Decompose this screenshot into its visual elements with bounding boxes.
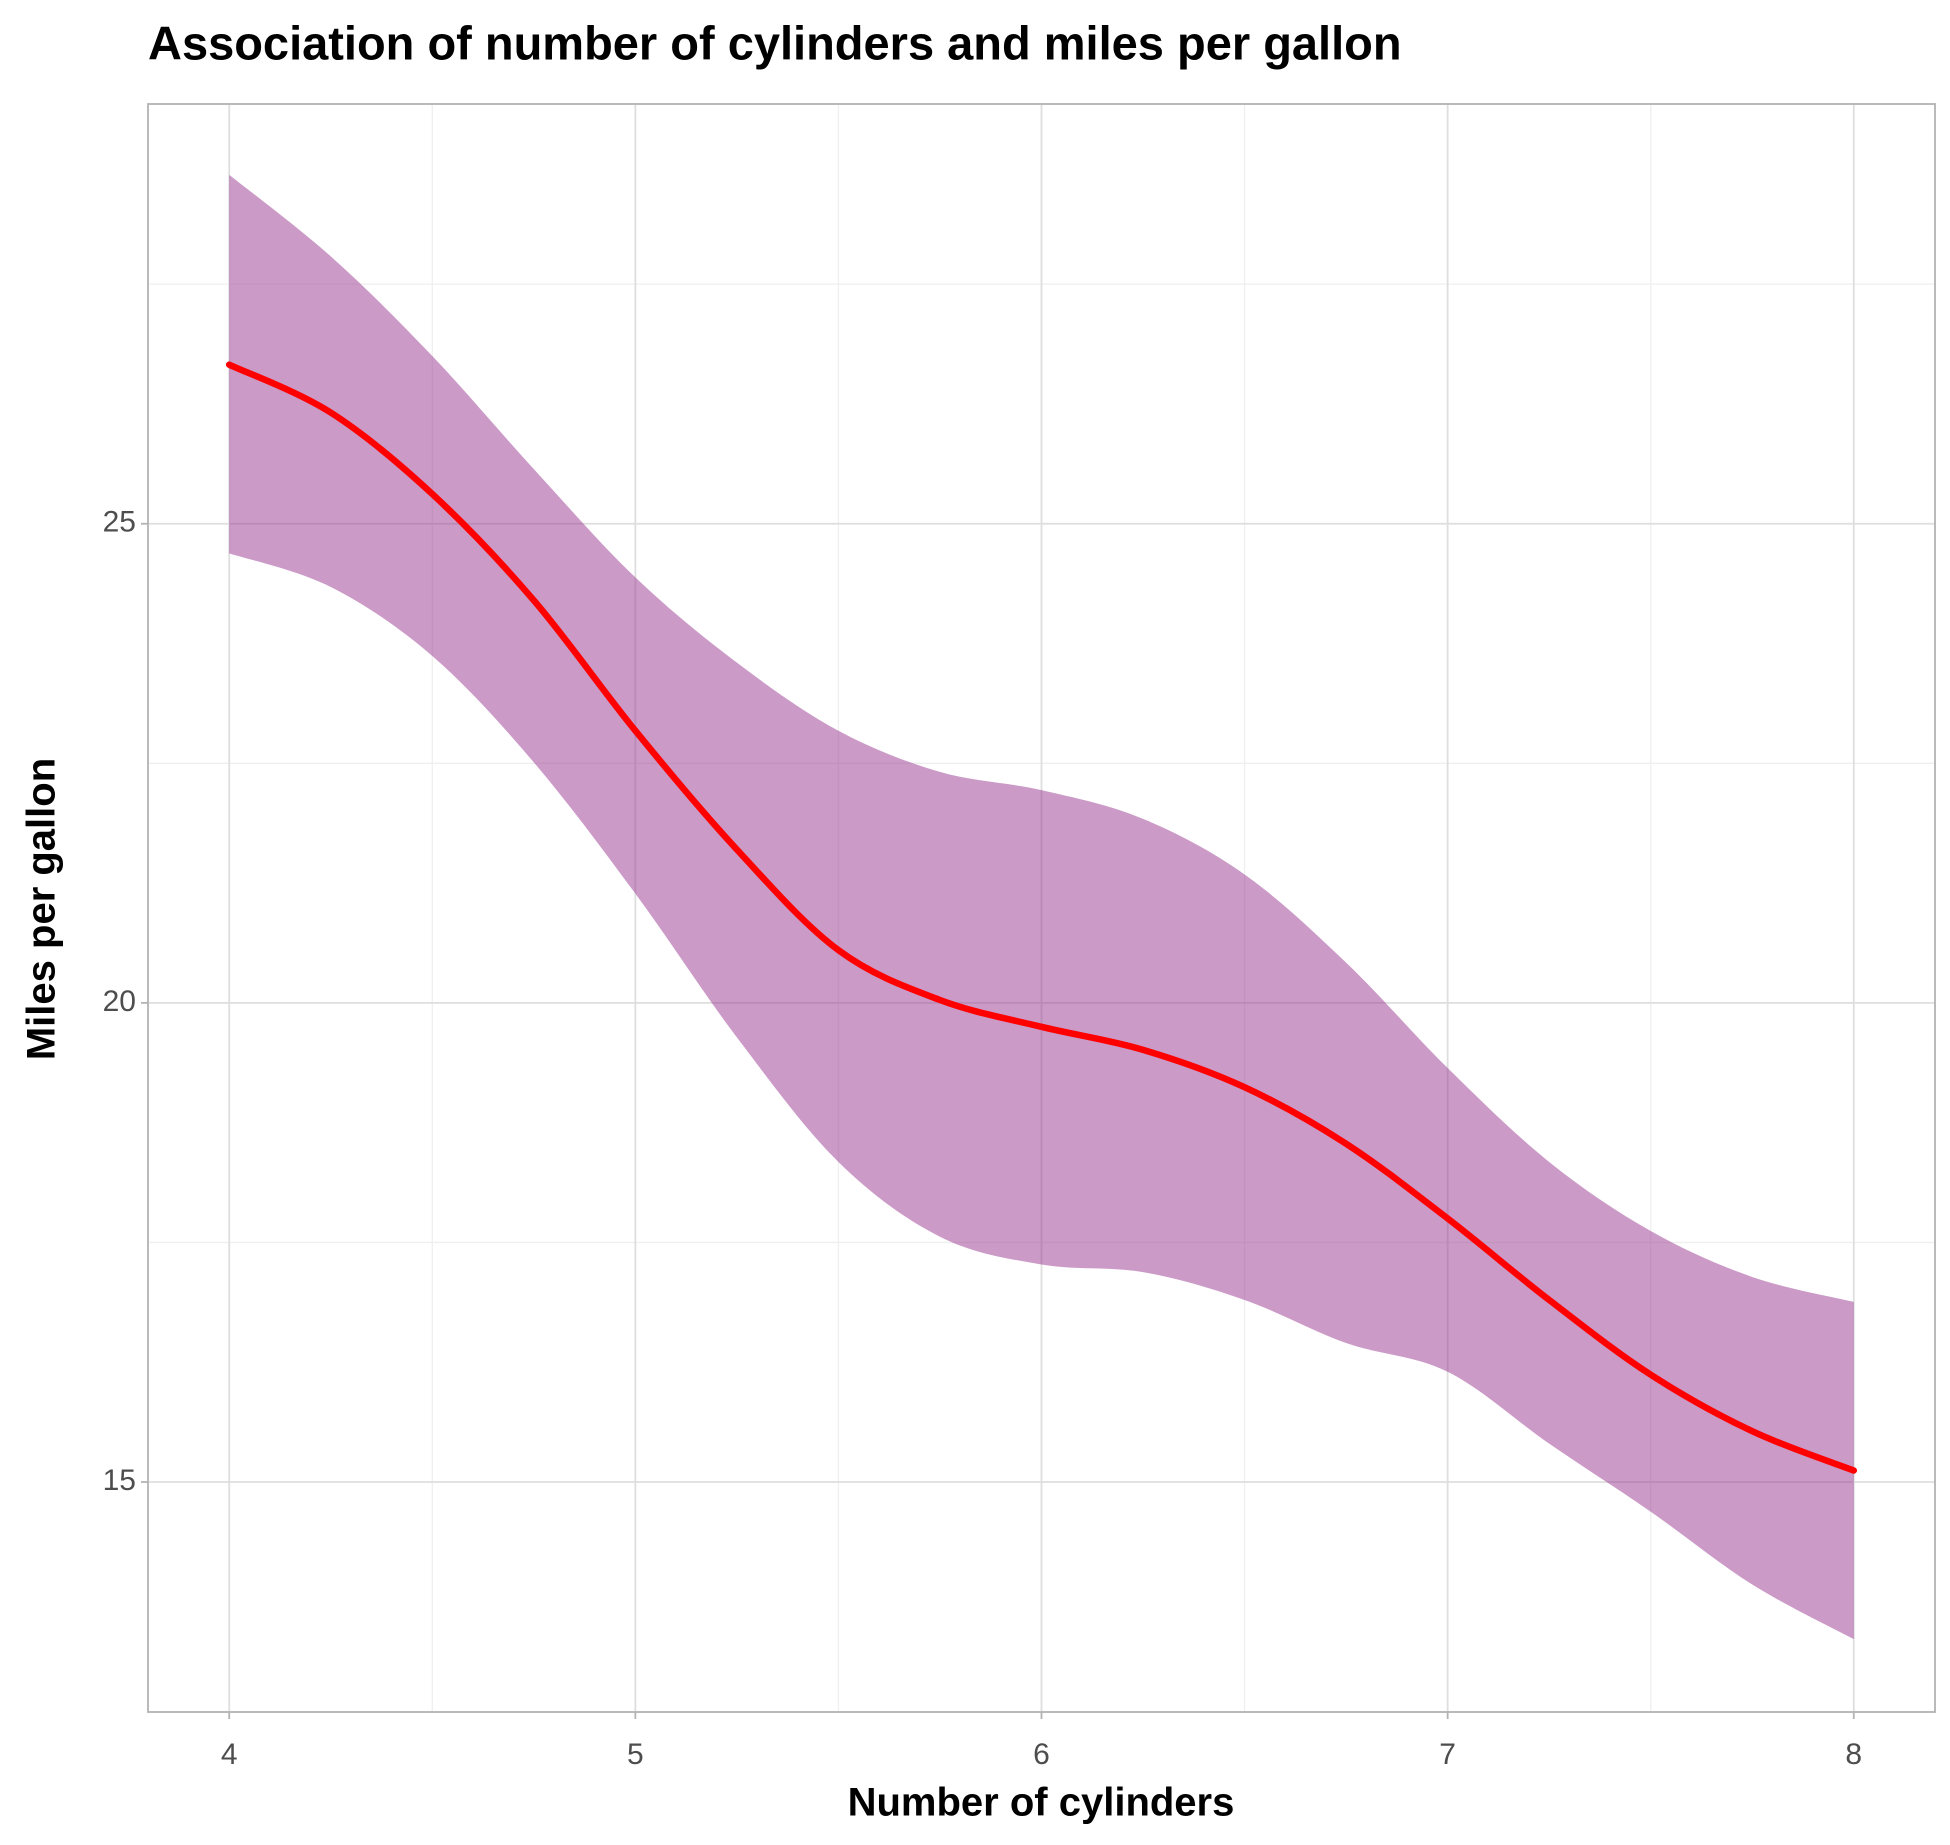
panel-border	[147, 103, 1936, 1713]
x-tick-label: 7	[1439, 1738, 1456, 1771]
x-tick-label: 8	[1845, 1738, 1862, 1771]
chart-title: Association of number of cylinders and m…	[148, 16, 1402, 69]
y-tick-label: 20	[103, 985, 136, 1018]
smooth-line	[225, 361, 1858, 1474]
x-axis-title: Number of cylinders	[848, 1781, 1235, 1825]
confidence-band	[229, 174, 1854, 1640]
y-tick-label: 25	[103, 506, 136, 539]
y-axis-title: Miles per gallon	[20, 758, 64, 1060]
x-tick-label: 6	[1033, 1738, 1050, 1771]
y-tick-label: 15	[103, 1464, 136, 1497]
x-tick-label: 4	[221, 1738, 238, 1771]
x-tick-label: 5	[627, 1738, 644, 1771]
